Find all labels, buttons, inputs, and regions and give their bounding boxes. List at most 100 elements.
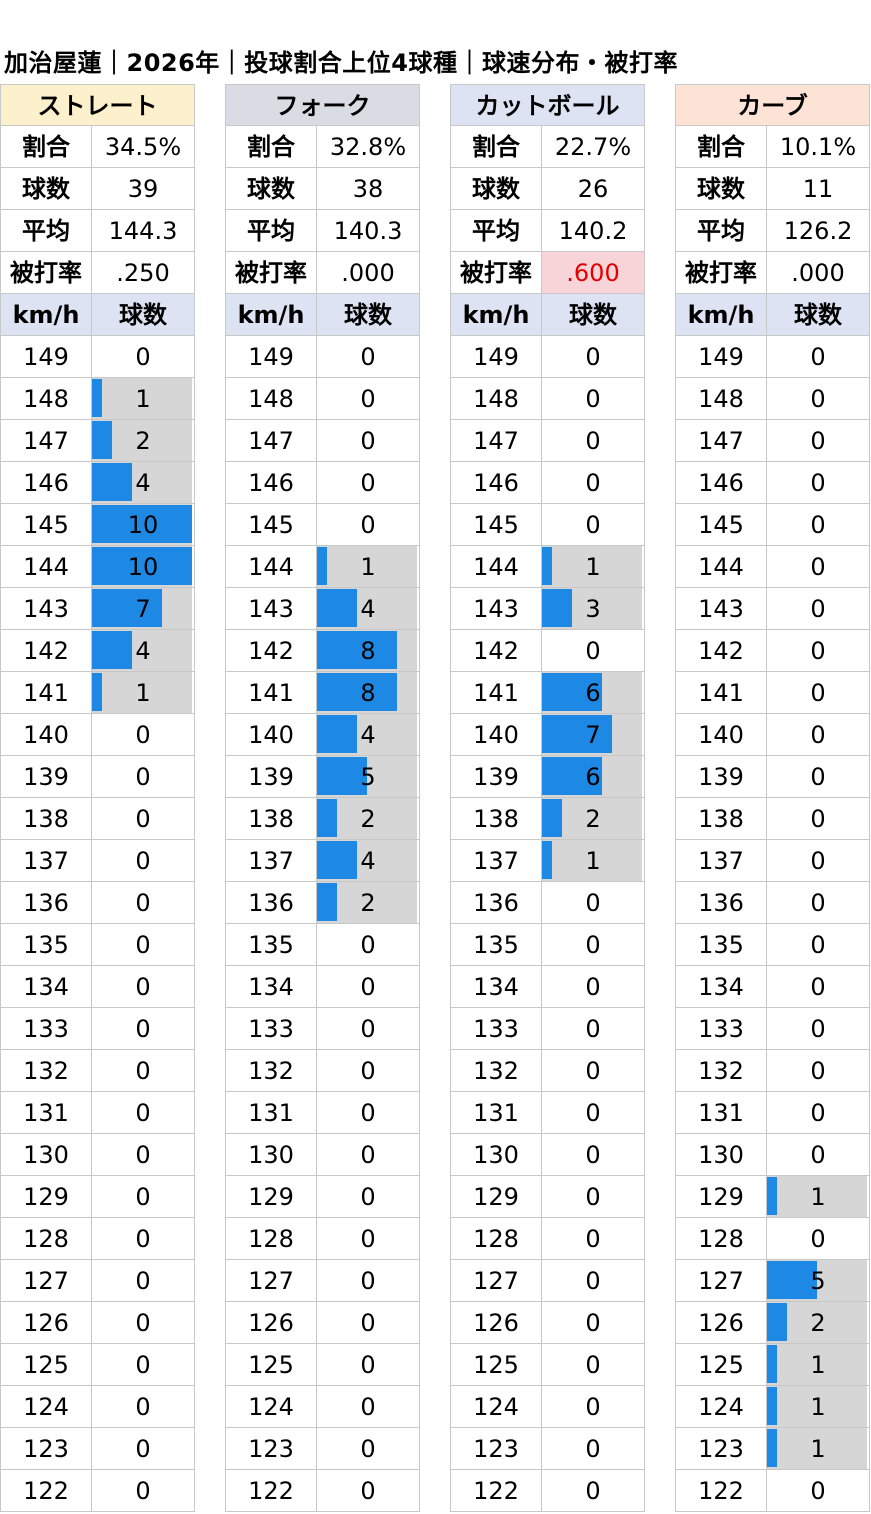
speed-label: 129 bbox=[675, 1176, 767, 1218]
speed-label: 139 bbox=[675, 756, 767, 798]
count-cell: 0 bbox=[542, 882, 645, 924]
bar bbox=[92, 589, 162, 627]
count-value: 10 bbox=[127, 511, 159, 539]
speed-label: 149 bbox=[450, 336, 542, 378]
stat-label-baa: 被打率 bbox=[0, 252, 92, 294]
count-cell: 0 bbox=[767, 336, 870, 378]
count-value: 0 bbox=[585, 1435, 601, 1463]
column-header-kmh: km/h bbox=[225, 294, 317, 336]
speed-label: 129 bbox=[450, 1176, 542, 1218]
speed-label: 141 bbox=[0, 672, 92, 714]
speed-label: 136 bbox=[450, 882, 542, 924]
speed-label: 130 bbox=[0, 1134, 92, 1176]
count-value: 0 bbox=[360, 1183, 376, 1211]
stat-value-count: 38 bbox=[317, 168, 420, 210]
count-value: 0 bbox=[135, 343, 151, 371]
speed-label: 140 bbox=[450, 714, 542, 756]
speed-label: 137 bbox=[675, 840, 767, 882]
count-cell: 0 bbox=[767, 756, 870, 798]
speed-label: 137 bbox=[450, 840, 542, 882]
count-value: 0 bbox=[585, 1141, 601, 1169]
count-value: 0 bbox=[585, 1183, 601, 1211]
speed-label: 141 bbox=[450, 672, 542, 714]
bar-background bbox=[542, 546, 642, 587]
stat-value-count: 26 bbox=[542, 168, 645, 210]
speed-label: 139 bbox=[0, 756, 92, 798]
count-cell: 0 bbox=[317, 1302, 420, 1344]
speed-label: 134 bbox=[450, 966, 542, 1008]
count-value: 2 bbox=[135, 427, 151, 455]
count-cell: 2 bbox=[317, 882, 420, 924]
bar bbox=[317, 799, 337, 837]
count-cell: 0 bbox=[767, 1470, 870, 1512]
speed-label: 127 bbox=[675, 1260, 767, 1302]
count-value: 0 bbox=[360, 1099, 376, 1127]
speed-label: 132 bbox=[450, 1050, 542, 1092]
count-value: 6 bbox=[585, 763, 601, 791]
count-cell: 0 bbox=[767, 1218, 870, 1260]
stat-label-ratio: 割合 bbox=[450, 126, 542, 168]
count-cell: 1 bbox=[92, 378, 195, 420]
bar bbox=[542, 673, 602, 711]
count-cell: 0 bbox=[317, 1344, 420, 1386]
count-cell: 4 bbox=[317, 714, 420, 756]
pitch-panel: カーブ 割合 10.1% 球数 11 平均 126.2 被打率 .000 km/h 球数 149 0 14… bbox=[675, 84, 870, 1512]
stat-value-ratio: 34.5% bbox=[92, 126, 195, 168]
count-cell: 0 bbox=[92, 1134, 195, 1176]
stat-value-avg: 144.3 bbox=[92, 210, 195, 252]
count-cell: 0 bbox=[767, 546, 870, 588]
count-cell: 0 bbox=[92, 1008, 195, 1050]
count-cell: 0 bbox=[317, 420, 420, 462]
stat-label-count: 球数 bbox=[675, 168, 767, 210]
stat-value-count: 39 bbox=[92, 168, 195, 210]
count-cell: 3 bbox=[542, 588, 645, 630]
count-cell: 0 bbox=[767, 966, 870, 1008]
speed-label: 142 bbox=[450, 630, 542, 672]
column-header-kmh: km/h bbox=[450, 294, 542, 336]
count-cell: 10 bbox=[92, 546, 195, 588]
speed-label: 123 bbox=[450, 1428, 542, 1470]
count-value: 0 bbox=[135, 847, 151, 875]
count-cell: 2 bbox=[317, 798, 420, 840]
count-value: 1 bbox=[135, 385, 151, 413]
count-value: 0 bbox=[810, 637, 826, 665]
count-cell: 0 bbox=[542, 1470, 645, 1512]
speed-label: 128 bbox=[225, 1218, 317, 1260]
speed-label: 141 bbox=[225, 672, 317, 714]
count-cell: 0 bbox=[767, 924, 870, 966]
count-cell: 0 bbox=[542, 1260, 645, 1302]
bar bbox=[317, 883, 337, 921]
count-value: 0 bbox=[585, 1393, 601, 1421]
count-value: 0 bbox=[810, 763, 826, 791]
speed-label: 142 bbox=[675, 630, 767, 672]
speed-label: 143 bbox=[450, 588, 542, 630]
speed-label: 136 bbox=[675, 882, 767, 924]
stat-label-ratio: 割合 bbox=[675, 126, 767, 168]
count-cell: 0 bbox=[542, 1428, 645, 1470]
speed-label: 134 bbox=[0, 966, 92, 1008]
pitch-name-header: フォーク bbox=[225, 84, 420, 126]
pitch-name-header: ストレート bbox=[0, 84, 195, 126]
count-cell: 0 bbox=[767, 1050, 870, 1092]
count-cell: 0 bbox=[767, 882, 870, 924]
count-cell: 0 bbox=[317, 1008, 420, 1050]
speed-label: 137 bbox=[0, 840, 92, 882]
speed-label: 148 bbox=[675, 378, 767, 420]
stat-value-ratio: 32.8% bbox=[317, 126, 420, 168]
count-cell: 0 bbox=[542, 966, 645, 1008]
bar bbox=[767, 1177, 777, 1215]
speed-label: 132 bbox=[675, 1050, 767, 1092]
bar bbox=[92, 631, 132, 669]
speed-label: 129 bbox=[225, 1176, 317, 1218]
stat-value-baa: .600 bbox=[542, 252, 645, 294]
speed-label: 144 bbox=[675, 546, 767, 588]
count-cell: 0 bbox=[542, 1218, 645, 1260]
stat-label-avg: 平均 bbox=[450, 210, 542, 252]
count-cell: 0 bbox=[767, 378, 870, 420]
speed-label: 133 bbox=[0, 1008, 92, 1050]
bar bbox=[542, 841, 552, 879]
stat-label-baa: 被打率 bbox=[225, 252, 317, 294]
stat-label-ratio: 割合 bbox=[225, 126, 317, 168]
count-value: 0 bbox=[360, 511, 376, 539]
count-cell: 0 bbox=[317, 462, 420, 504]
